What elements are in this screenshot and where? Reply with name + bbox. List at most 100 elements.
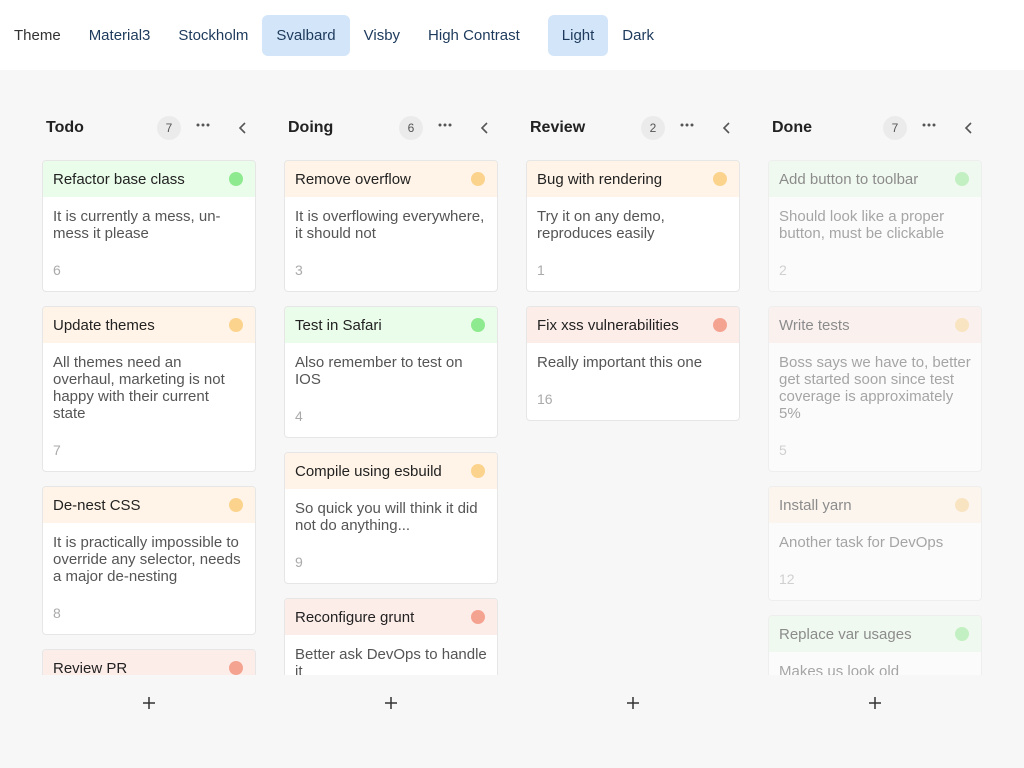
card-title: Write tests bbox=[779, 316, 850, 334]
card-number: 7 bbox=[53, 442, 61, 458]
card-title: Install yarn bbox=[779, 496, 852, 514]
card[interactable]: Reconfigure grunt Better ask DevOps to ha… bbox=[284, 598, 498, 675]
more-button[interactable] bbox=[438, 122, 452, 128]
card[interactable]: Bug with rendering Try it on any demo, re… bbox=[526, 160, 740, 292]
theme-button[interactable]: Visby bbox=[350, 15, 414, 56]
status-dot bbox=[229, 661, 243, 675]
mode-button[interactable]: Light bbox=[547, 14, 609, 56]
card[interactable]: Install yarn Another task for DevOps 12 bbox=[768, 486, 982, 601]
theme-button[interactable]: High Contrast bbox=[414, 15, 534, 56]
column: Todo 7 Refactor base class It is currently … bbox=[42, 110, 256, 709]
card-header: Compile using esbuild bbox=[285, 453, 497, 489]
card-title: De-nest CSS bbox=[53, 496, 141, 514]
card-text: So quick you will think it did not do an… bbox=[295, 500, 478, 534]
status-dot bbox=[471, 610, 485, 624]
card-title: Update themes bbox=[53, 316, 155, 334]
more-button[interactable] bbox=[680, 122, 694, 128]
status-dot bbox=[955, 318, 969, 332]
card-number: 3 bbox=[295, 262, 303, 278]
theme-button[interactable]: Svalbard bbox=[262, 14, 350, 56]
toolbar: Theme Material3 Stockholm Svalbard Visby Hig… bbox=[0, 0, 1024, 70]
card-title: Bug with rendering bbox=[537, 170, 663, 188]
card-header: Bug with rendering bbox=[527, 161, 739, 197]
card-text: All themes need an overhaul, marketing i… bbox=[53, 354, 225, 422]
status-dot bbox=[955, 627, 969, 641]
card[interactable]: Update themes All themes need an overhaul… bbox=[42, 306, 256, 472]
card-header: Reconfigure grunt bbox=[285, 599, 497, 635]
card-text: Also remember to test on IOS bbox=[295, 354, 463, 388]
theme-button[interactable]: Material3 bbox=[75, 15, 165, 56]
card-text: It is practically impossible to override… bbox=[53, 534, 241, 585]
collapse-button[interactable] bbox=[238, 121, 248, 135]
card-body: Should look like a proper button, must b… bbox=[769, 197, 981, 291]
card-body: Try it on any demo, reproduces easily 1 bbox=[527, 197, 739, 291]
more-button[interactable] bbox=[922, 122, 936, 128]
card-number: 1 bbox=[537, 262, 545, 278]
card-header: Update themes bbox=[43, 307, 255, 343]
card-number: 4 bbox=[295, 408, 303, 424]
column-title: Review bbox=[530, 119, 586, 136]
collapse-button[interactable] bbox=[722, 121, 732, 135]
card-header: Replace var usages bbox=[769, 616, 981, 652]
card-header: Refactor base class bbox=[43, 161, 255, 197]
status-dot bbox=[229, 172, 243, 186]
theme-button[interactable]: Stockholm bbox=[164, 15, 262, 56]
status-dot bbox=[955, 498, 969, 512]
card-number: 5 bbox=[779, 442, 787, 458]
column-header: Review 2 bbox=[526, 110, 740, 146]
column-header: Todo 7 bbox=[42, 110, 256, 146]
count-badge: 7 bbox=[883, 116, 907, 140]
card[interactable]: Fix xss vulnerabilities Really important … bbox=[526, 306, 740, 421]
count-badge: 6 bbox=[399, 116, 423, 140]
card-text: Better ask DevOps to handle it bbox=[295, 646, 487, 675]
card-title: Refactor base class bbox=[53, 170, 185, 188]
status-dot bbox=[713, 318, 727, 332]
card-header: Write tests bbox=[769, 307, 981, 343]
card-title: Add button to toolbar bbox=[779, 170, 919, 188]
collapse-button[interactable] bbox=[480, 121, 490, 135]
card-body: Better ask DevOps to handle it bbox=[285, 635, 497, 675]
card[interactable]: Refactor base class It is currently a mes… bbox=[42, 160, 256, 292]
card-body: So quick you will think it did not do an… bbox=[285, 489, 497, 583]
card-number: 6 bbox=[53, 262, 61, 278]
status-dot bbox=[229, 318, 243, 332]
card-body: All themes need an overhaul, marketing i… bbox=[43, 343, 255, 471]
column-title: Done bbox=[772, 119, 812, 136]
card[interactable]: Replace var usages Makes us look old bbox=[768, 615, 982, 675]
card-number: 8 bbox=[53, 605, 61, 621]
card-text: It is currently a mess, un-mess it pleas… bbox=[53, 208, 221, 242]
card[interactable]: Write tests Boss says we have to, better … bbox=[768, 306, 982, 472]
card-text: Should look like a proper button, must b… bbox=[779, 208, 945, 242]
add-card-button[interactable] bbox=[142, 696, 156, 710]
collapse-button[interactable] bbox=[964, 121, 974, 135]
card-body: Also remember to test on IOS 4 bbox=[285, 343, 497, 437]
add-card-button[interactable] bbox=[384, 696, 398, 710]
card-body: It is overflowing everywhere, it should … bbox=[285, 197, 497, 291]
card-list: Remove overflow It is overflowing everywh… bbox=[284, 160, 498, 675]
card[interactable]: Compile using esbuild So quick you will t… bbox=[284, 452, 498, 584]
card-title: Test in Safari bbox=[295, 316, 382, 334]
add-card-button[interactable] bbox=[626, 696, 640, 710]
card-list: Bug with rendering Try it on any demo, re… bbox=[526, 160, 740, 675]
column: Doing 6 Remove overflow It is overflowing e… bbox=[284, 110, 498, 709]
card-header: Add button to toolbar bbox=[769, 161, 981, 197]
column-header: Doing 6 bbox=[284, 110, 498, 146]
card[interactable]: De-nest CSS It is practically impossible … bbox=[42, 486, 256, 635]
card[interactable]: Remove overflow It is overflowing everywh… bbox=[284, 160, 498, 292]
card[interactable]: Add button to toolbar Should look like a … bbox=[768, 160, 982, 292]
more-button[interactable] bbox=[196, 122, 210, 128]
card-body: It is currently a mess, un-mess it pleas… bbox=[43, 197, 255, 291]
column-header: Done 7 bbox=[768, 110, 982, 146]
card-header: Test in Safari bbox=[285, 307, 497, 343]
mode-button[interactable]: Dark bbox=[608, 15, 668, 56]
status-dot bbox=[471, 464, 485, 478]
card[interactable]: Test in Safari Also remember to test on I… bbox=[284, 306, 498, 438]
status-dot bbox=[955, 172, 969, 186]
add-card-button[interactable] bbox=[868, 696, 882, 710]
card-number: 16 bbox=[537, 391, 553, 407]
status-dot bbox=[229, 498, 243, 512]
card-body: Another task for DevOps 12 bbox=[769, 523, 981, 600]
card-header: Review PR bbox=[43, 650, 255, 675]
card[interactable]: Review PR bbox=[42, 649, 256, 675]
